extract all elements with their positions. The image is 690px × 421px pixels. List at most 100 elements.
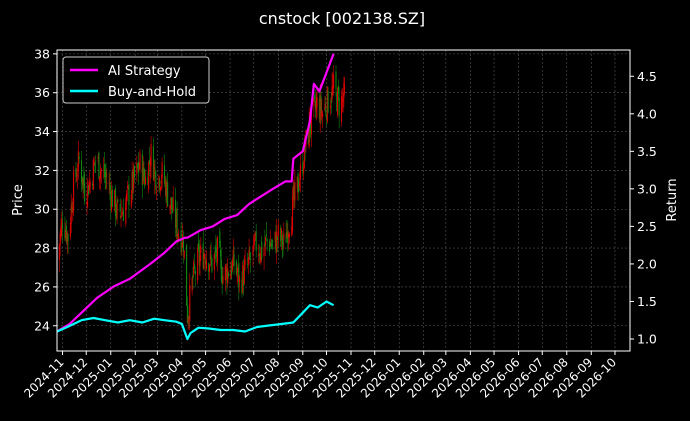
- candle-body: [283, 233, 285, 240]
- candle-body: [247, 258, 249, 264]
- candle-body: [138, 168, 140, 169]
- candle-body: [265, 237, 267, 244]
- candle-body: [254, 232, 256, 237]
- series-lines: [56, 53, 335, 341]
- candle-body: [343, 83, 345, 98]
- candle-body: [269, 241, 271, 252]
- candle-body: [192, 274, 194, 279]
- candle-body: [175, 199, 177, 228]
- candle-body: [340, 95, 343, 122]
- candle-body: [156, 191, 158, 193]
- candle-body: [81, 176, 83, 185]
- candle-body: [80, 160, 83, 183]
- candle-body: [211, 258, 213, 272]
- candle-body: [144, 177, 147, 185]
- candle-body: [59, 233, 61, 246]
- candle-body: [280, 227, 282, 242]
- candle-body: [197, 248, 199, 281]
- candle-body: [250, 258, 252, 261]
- candle-body: [83, 174, 85, 188]
- candle-body: [152, 146, 154, 180]
- candle-body: [121, 211, 123, 216]
- candle-body: [320, 95, 322, 113]
- y-left-tick-label: 36: [34, 85, 50, 100]
- candle-body: [313, 98, 315, 106]
- candle-body: [205, 259, 207, 269]
- y-left-tick-label: 28: [34, 241, 50, 256]
- candle-body: [122, 210, 124, 221]
- candle-body: [116, 200, 118, 219]
- candle-body: [153, 164, 155, 182]
- candle-body: [137, 164, 139, 168]
- candle-body: [341, 97, 343, 100]
- candle-body: [119, 203, 121, 212]
- candle-body: [92, 183, 94, 186]
- candle-body: [169, 205, 171, 209]
- candle-body: [325, 114, 328, 119]
- candle-body: [89, 182, 91, 188]
- candle-body: [248, 249, 250, 260]
- candle-body: [271, 245, 273, 247]
- candle-body: [203, 253, 205, 269]
- candle-body: [114, 189, 116, 207]
- candle-body: [299, 164, 301, 180]
- candle-body: [186, 304, 188, 323]
- candle-body: [239, 277, 241, 283]
- candle-body: [270, 242, 272, 248]
- y-left-tick-label: 32: [34, 163, 50, 178]
- candle-body: [110, 190, 113, 211]
- candle-body: [106, 181, 108, 183]
- candle-body: [215, 247, 217, 253]
- candle-body: [182, 240, 185, 252]
- candle-body: [224, 265, 226, 281]
- candle-body: [141, 154, 143, 186]
- candle-body: [191, 277, 193, 291]
- candle-body: [72, 207, 74, 213]
- candle-body: [257, 254, 260, 257]
- candle-body: [204, 256, 206, 257]
- y-right-tick-label: 1.0: [637, 331, 657, 346]
- candle-body: [329, 105, 332, 109]
- candle-body: [338, 97, 340, 116]
- candle-body: [99, 176, 101, 181]
- candle-body: [208, 263, 210, 272]
- candle-body: [86, 201, 88, 206]
- candle-body: [193, 261, 195, 275]
- candle-body: [261, 241, 263, 260]
- y-right-tick-label: 4.0: [637, 106, 657, 121]
- candle-body: [61, 219, 63, 230]
- candle-body: [77, 151, 79, 171]
- candle-body: [294, 182, 296, 201]
- candle-body: [242, 267, 245, 286]
- candle-body: [231, 264, 233, 275]
- candle-body: [314, 101, 316, 109]
- candle-body: [316, 97, 318, 108]
- candle-body: [219, 231, 221, 248]
- candle-body: [287, 231, 289, 243]
- y-right-tick-label: 2.5: [637, 219, 657, 234]
- candle-body: [216, 248, 218, 257]
- candle-body: [275, 234, 277, 252]
- candle-body: [254, 239, 256, 242]
- candle-body: [214, 250, 216, 251]
- legend-box: [62, 56, 210, 104]
- candle-body: [263, 247, 265, 257]
- candle-body: [104, 174, 106, 178]
- candle-body: [265, 234, 267, 237]
- y-right-tick-label: 3.0: [637, 181, 657, 196]
- candle-body: [127, 186, 129, 188]
- candle-body: [337, 86, 339, 94]
- candle-body: [260, 247, 262, 263]
- y-right-tick-label: 4.5: [637, 69, 657, 84]
- candle-body: [97, 157, 99, 159]
- candle-body: [235, 261, 237, 275]
- candle-body: [147, 177, 149, 185]
- candle-body: [75, 167, 77, 178]
- candle-body: [325, 107, 327, 113]
- candle-body: [321, 111, 323, 118]
- candle-body: [103, 164, 105, 178]
- candle-body: [158, 175, 160, 187]
- candle-body: [230, 270, 232, 279]
- candle-body: [307, 129, 309, 144]
